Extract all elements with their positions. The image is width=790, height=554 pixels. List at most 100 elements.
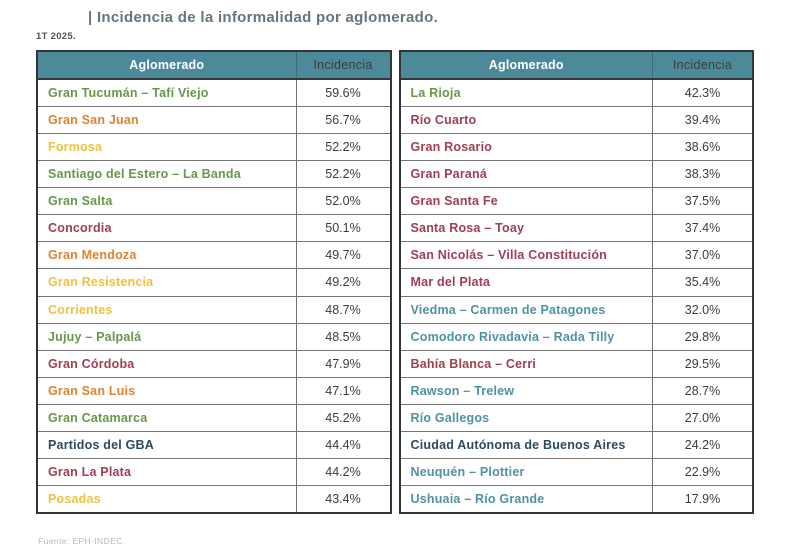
table-row: Ushuaia – Río Grande 17.9%	[400, 484, 752, 512]
table-row: Gran Rosario 38.6%	[400, 133, 752, 161]
incidencia-value: 29.5%	[652, 350, 752, 377]
incidencia-value: 52.2%	[295, 134, 390, 161]
aglomerado-name: Mar del Plata	[410, 275, 491, 290]
aglomerado-name: Gran San Juan	[48, 113, 139, 128]
informality-table: Aglomerado Incidencia Gran Tucumán – Taf…	[36, 50, 754, 514]
aglomerado-name: Comodoro Rivadavia – Rada Tilly	[410, 329, 615, 344]
incidencia-value: 50.1%	[295, 215, 390, 242]
aglomerado-name: Ushuaia – Río Grande	[410, 491, 545, 506]
incidencia-value: 44.2%	[295, 458, 390, 485]
table-row: Comodoro Rivadavia – Rada Tilly 29.8%	[400, 322, 752, 350]
column-header-incidencia: Incidencia	[652, 52, 752, 78]
table-row: Gran Mendoza 49.7%	[38, 241, 390, 269]
incidencia-value: 47.9%	[295, 350, 390, 377]
aglomerado-name: Gran Salta	[48, 194, 113, 209]
column-header-aglomerado: Aglomerado	[488, 58, 564, 72]
column-header-incidencia: Incidencia	[295, 52, 390, 78]
aglomerado-name: Río Cuarto	[410, 113, 477, 128]
incidencia-value: 27.0%	[652, 404, 752, 431]
aglomerado-name: Jujuy – Palpalá	[48, 329, 142, 344]
table-row: Río Cuarto 39.4%	[400, 106, 752, 134]
incidencia-value: 38.3%	[652, 161, 752, 188]
incidencia-value: 59.6%	[295, 80, 390, 107]
table-row: Gran Catamarca 45.2%	[38, 403, 390, 431]
table-row: Neuquén – Plottier 22.9%	[400, 457, 752, 485]
aglomerado-name: Gran Santa Fe	[410, 194, 498, 209]
incidencia-value: 24.2%	[652, 431, 752, 458]
table-body-left: Gran Tucumán – Tafí Viejo 59.6% Gran San J…	[38, 80, 390, 512]
incidencia-value: 37.5%	[652, 188, 752, 215]
source-note: Fuente: EPH-INDEC.	[38, 536, 126, 546]
incidencia-value: 49.7%	[295, 242, 390, 269]
incidencia-value: 48.5%	[295, 323, 390, 350]
incidencia-value: 37.4%	[652, 215, 752, 242]
incidencia-value: 32.0%	[652, 296, 752, 323]
table-row: Bahía Blanca – Cerri 29.5%	[400, 349, 752, 377]
incidencia-value: 52.2%	[295, 161, 390, 188]
incidencia-value: 44.4%	[295, 431, 390, 458]
incidencia-value: 52.0%	[295, 188, 390, 215]
incidencia-value: 29.8%	[652, 323, 752, 350]
table-row: Gran La Plata 44.2%	[38, 457, 390, 485]
table-row: Rawson – Trelew 28.7%	[400, 376, 752, 404]
aglomerado-name: Gran Catamarca	[48, 410, 148, 425]
aglomerado-name: La Rioja	[410, 86, 461, 101]
table-body-right: La Rioja 42.3% Río Cuarto 39.4% Gran Rosario…	[400, 80, 753, 512]
table-row: Río Gallegos 27.0%	[400, 403, 752, 431]
table-row: Partidos del GBA 44.4%	[38, 430, 390, 458]
incidencia-value: 43.4%	[295, 485, 390, 512]
aglomerado-name: Santiago del Estero – La Banda	[48, 167, 241, 182]
table-row: Santiago del Estero – La Banda 52.2%	[38, 160, 390, 188]
incidencia-value: 39.4%	[652, 107, 752, 134]
incidencia-value: 49.2%	[295, 269, 390, 296]
table-row: Gran Salta 52.0%	[38, 187, 390, 215]
aglomerado-name: Gran Resistencia	[48, 275, 154, 290]
aglomerado-name: Formosa	[48, 140, 103, 155]
incidencia-value: 22.9%	[652, 458, 752, 485]
incidencia-value: 47.1%	[295, 377, 390, 404]
aglomerado-name: Viedma – Carmen de Patagones	[410, 302, 606, 317]
table-right-half: Aglomerado Incidencia La Rioja 42.3% Río C…	[398, 50, 754, 514]
aglomerado-name: Gran Tucumán – Tafí Viejo	[48, 86, 209, 101]
aglomerado-name: Partidos del GBA	[48, 437, 154, 452]
incidencia-value: 38.6%	[652, 134, 752, 161]
table-row: Corrientes 48.7%	[38, 295, 390, 323]
incidencia-value: 48.7%	[295, 296, 390, 323]
table-row: Concordia 50.1%	[38, 214, 390, 242]
table-row: Gran Resistencia 49.2%	[38, 268, 390, 296]
aglomerado-name: Gran Rosario	[410, 140, 493, 155]
aglomerado-name: Posadas	[48, 491, 101, 506]
incidencia-value: 37.0%	[652, 242, 752, 269]
table-row: Mar del Plata 35.4%	[400, 268, 752, 296]
aglomerado-name: Gran Paraná	[410, 167, 488, 182]
aglomerado-name: Santa Rosa – Toay	[410, 221, 525, 236]
table-row: Viedma – Carmen de Patagones 32.0%	[400, 295, 752, 323]
incidencia-value: 17.9%	[652, 485, 752, 512]
page-title: | Incidencia de la informalidad por aglo…	[88, 9, 439, 26]
table-row: Gran Córdoba 47.9%	[38, 349, 390, 377]
table-row: San Nicolás – Villa Constitución 37.0%	[400, 241, 752, 269]
aglomerado-name: Ciudad Autónoma de Buenos Aires	[410, 437, 626, 452]
table-row: Gran Paraná 38.3%	[400, 160, 752, 188]
table-left-half: Aglomerado Incidencia Gran Tucumán – Taf…	[36, 50, 392, 514]
table-row: Formosa 52.2%	[38, 133, 390, 161]
aglomerado-name: Rawson – Trelew	[410, 383, 515, 398]
aglomerado-name: Neuquén – Plottier	[410, 464, 525, 479]
aglomerado-name: Gran Mendoza	[48, 248, 137, 263]
table-row: Gran Santa Fe 37.5%	[400, 187, 752, 215]
incidencia-value: 35.4%	[652, 269, 752, 296]
table-row: Santa Rosa – Toay 37.4%	[400, 214, 752, 242]
table-row: La Rioja 42.3%	[401, 80, 753, 107]
incidencia-value: 28.7%	[652, 377, 752, 404]
table-row: Jujuy – Palpalá 48.5%	[38, 322, 390, 350]
aglomerado-name: Concordia	[48, 221, 112, 236]
incidencia-value: 45.2%	[295, 404, 390, 431]
table-row: Posadas 43.4%	[38, 484, 390, 512]
column-header-aglomerado: Aglomerado	[129, 58, 205, 72]
table-row: Ciudad Autónoma de Buenos Aires 24.2%	[400, 430, 752, 458]
aglomerado-name: San Nicolás – Villa Constitución	[410, 248, 607, 263]
incidencia-value: 42.3%	[652, 80, 752, 107]
table-header-row: Aglomerado Incidencia	[400, 52, 752, 80]
table-row: Gran San Luis 47.1%	[38, 376, 390, 404]
aglomerado-name: Gran San Luis	[48, 383, 136, 398]
